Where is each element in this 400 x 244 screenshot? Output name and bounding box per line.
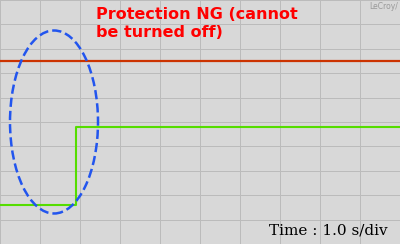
Text: Time : 1.0 s/div: Time : 1.0 s/div: [269, 224, 387, 238]
Text: LeCroy/: LeCroy/: [369, 2, 398, 11]
Text: Protection NG (cannot
be turned off): Protection NG (cannot be turned off): [96, 7, 298, 40]
